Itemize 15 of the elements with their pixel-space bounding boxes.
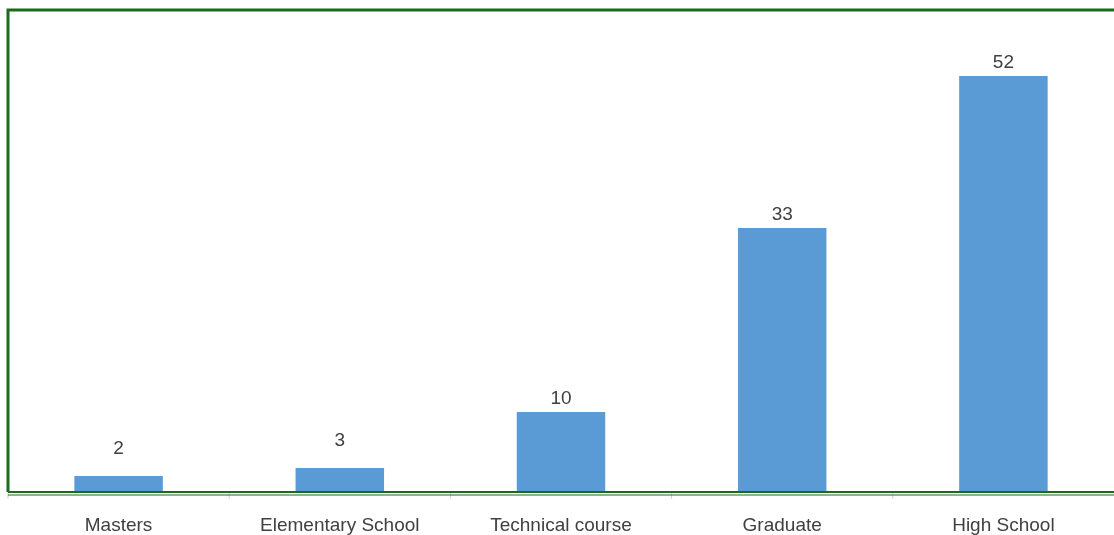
data-label: 10 (550, 387, 572, 408)
bar (516, 412, 606, 492)
x-tick-label: Graduate (742, 514, 822, 535)
bar (737, 228, 827, 492)
x-tick-label: Masters (84, 514, 153, 535)
data-label: 3 (334, 429, 346, 450)
bar (74, 476, 163, 492)
x-tick-label: High School (952, 514, 1055, 535)
bar (959, 76, 1048, 492)
x-tick-label: Technical course (490, 514, 632, 535)
data-label: 52 (992, 51, 1014, 72)
x-tick-label: Elementary School (260, 514, 420, 535)
bar (295, 468, 385, 492)
data-label: 2 (113, 437, 124, 458)
data-label: 33 (771, 203, 793, 224)
